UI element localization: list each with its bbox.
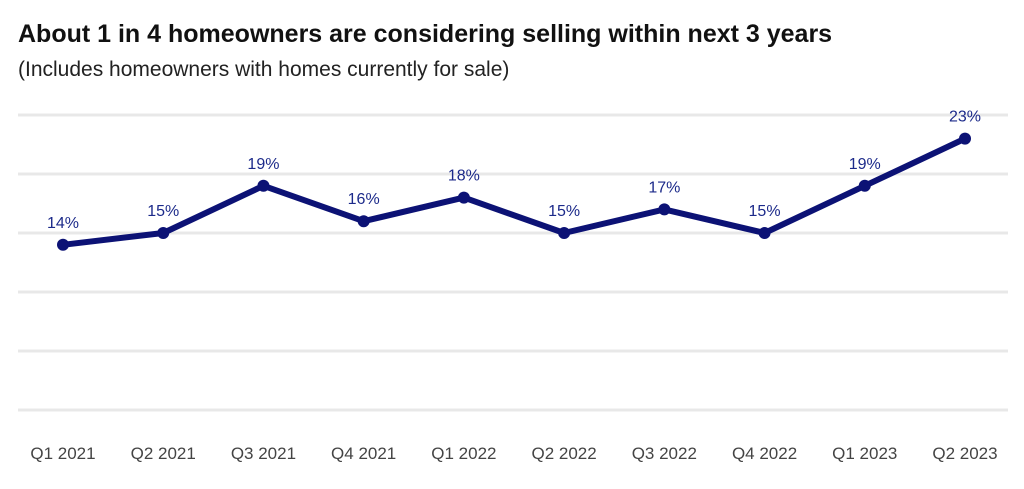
data-label: 23% <box>949 109 981 126</box>
x-tick-label: Q1 2021 <box>30 444 95 463</box>
x-tick-label: Q2 2023 <box>932 444 997 463</box>
series-line <box>60 135 968 248</box>
series-line-group <box>60 135 968 248</box>
data-label: 15% <box>548 203 580 220</box>
data-point <box>257 179 270 192</box>
data-label: 19% <box>849 156 881 173</box>
x-tick-label: Q3 2021 <box>231 444 296 463</box>
x-tick-label: Q1 2022 <box>431 444 496 463</box>
data-points <box>57 132 971 251</box>
data-point <box>959 132 971 145</box>
data-point <box>858 179 871 192</box>
x-tick-label: Q4 2022 <box>732 444 797 463</box>
data-point <box>357 215 370 228</box>
x-axis-ticks: Q1 2021 Q2 2021 Q3 2021 Q4 2021 Q1 2022 Q2 20… <box>30 444 997 463</box>
chart-title: About 1 in 4 homeowners are considering … <box>18 20 833 48</box>
data-labels: 14% 15% 19% 16% 18% 15% 17% 15% 19% 23% <box>47 109 981 232</box>
data-point <box>658 203 671 216</box>
data-label: 18% <box>448 168 480 185</box>
gridlines <box>18 113 1008 412</box>
data-point <box>558 227 571 239</box>
data-point <box>758 227 771 239</box>
x-tick-label: Q1 2023 <box>832 444 897 463</box>
data-label: 17% <box>648 179 680 196</box>
chart-subtitle: (Includes homeowners with homes currentl… <box>18 58 510 81</box>
data-point <box>157 227 170 239</box>
data-label: 16% <box>348 191 380 208</box>
data-label: 15% <box>749 203 781 220</box>
data-point <box>457 191 470 204</box>
data-point <box>57 238 69 251</box>
data-label: 19% <box>247 156 279 173</box>
x-tick-label: Q2 2021 <box>131 444 196 463</box>
data-label: 14% <box>47 215 79 232</box>
x-tick-label: Q4 2021 <box>331 444 396 463</box>
data-label: 15% <box>147 203 179 220</box>
x-tick-label: Q3 2022 <box>632 444 697 463</box>
x-tick-label: Q2 2022 <box>531 444 596 463</box>
